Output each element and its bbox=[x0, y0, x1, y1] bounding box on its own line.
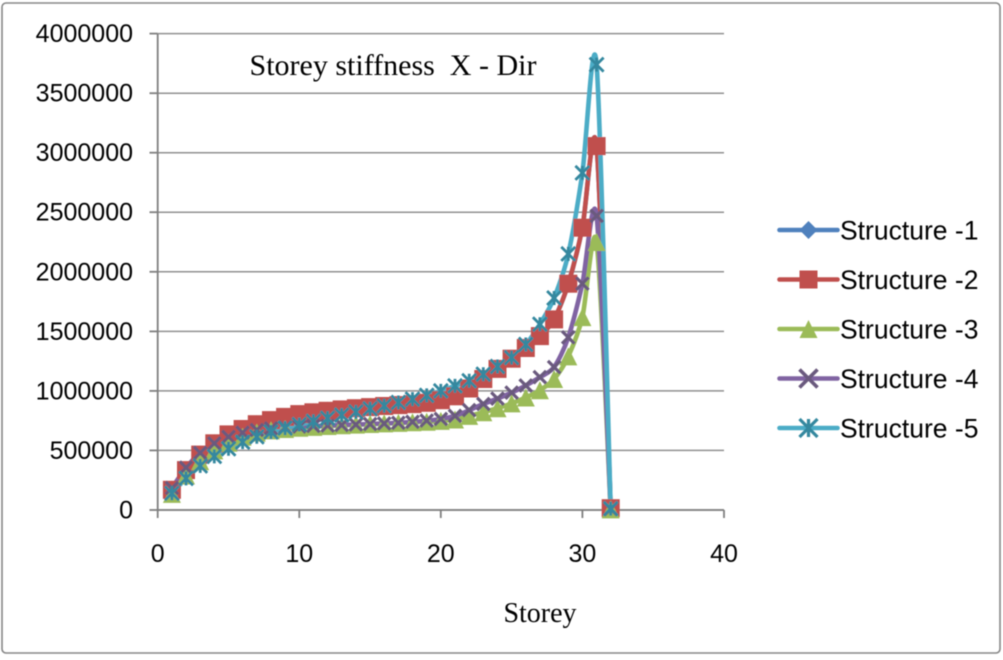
svg-text:3000000: 3000000 bbox=[36, 139, 133, 167]
svg-text:30: 30 bbox=[568, 540, 596, 568]
svg-text:500000: 500000 bbox=[50, 437, 133, 465]
svg-text:Storey: Storey bbox=[503, 598, 576, 629]
svg-text:4000000: 4000000 bbox=[36, 20, 133, 48]
svg-text:2000000: 2000000 bbox=[36, 258, 133, 286]
svg-text:1500000: 1500000 bbox=[36, 318, 133, 346]
svg-text:2500000: 2500000 bbox=[36, 199, 133, 227]
svg-text:Structure -4: Structure -4 bbox=[840, 364, 978, 394]
svg-text:0: 0 bbox=[119, 497, 133, 525]
svg-text:10: 10 bbox=[285, 540, 313, 568]
svg-text:Storey stiffness X - Dir: Storey stiffness X - Dir bbox=[250, 49, 537, 82]
svg-text:Structure -1: Structure -1 bbox=[840, 216, 978, 246]
svg-text:0: 0 bbox=[151, 540, 165, 568]
svg-text:1000000: 1000000 bbox=[36, 377, 133, 405]
svg-text:Structure -2: Structure -2 bbox=[840, 265, 978, 295]
svg-text:3500000: 3500000 bbox=[36, 80, 133, 108]
svg-text:20: 20 bbox=[427, 540, 455, 568]
svg-text:40: 40 bbox=[710, 540, 738, 568]
svg-text:Structure -5: Structure -5 bbox=[840, 414, 978, 444]
svg-text:Structure -3: Structure -3 bbox=[840, 315, 978, 345]
